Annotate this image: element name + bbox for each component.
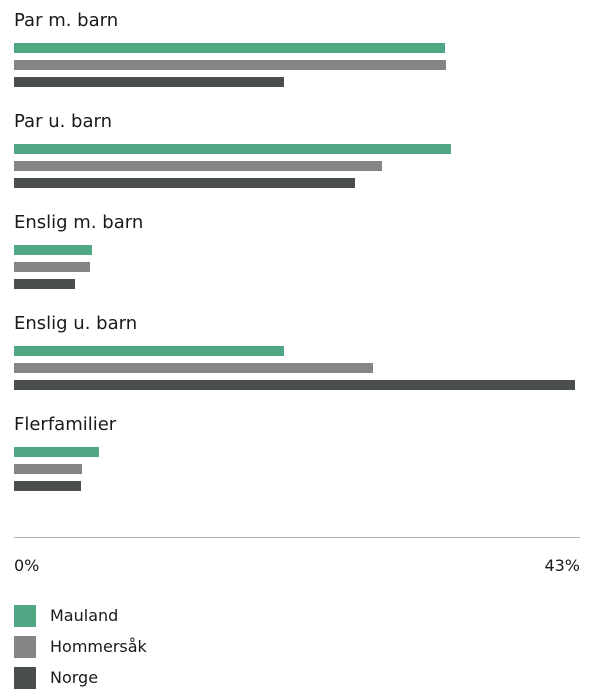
bar [14,178,355,188]
bar [14,43,445,53]
bar [14,245,92,255]
category-label: Par u. barn [14,111,112,132]
legend-item: Norge [14,667,98,689]
bar [14,77,284,87]
legend-swatch [14,636,36,658]
category-label: Enslig u. barn [14,313,138,334]
bar [14,346,284,356]
category-label: Enslig m. barn [14,212,144,233]
x-tick-label-min: 0% [14,556,40,575]
category-label: Par m. barn [14,10,119,31]
legend-swatch [14,605,36,627]
bar [14,144,451,154]
legend-swatch [14,667,36,689]
bar [14,363,373,373]
x-tick-label-max: 43% [544,556,580,575]
category-label: Flerfamilier [14,414,117,435]
bar [14,447,99,457]
bar [14,279,75,289]
legend-item: Hommersåk [14,636,147,658]
bar [14,262,90,272]
x-axis-line [14,537,580,538]
bar [14,464,82,474]
bar [14,60,446,70]
bar [14,481,81,491]
legend-label: Hommersåk [50,637,147,656]
legend-label: Norge [50,668,99,687]
legend-label: Mauland [50,606,119,625]
bar [14,161,382,171]
legend-item: Mauland [14,605,118,627]
bar [14,380,575,390]
